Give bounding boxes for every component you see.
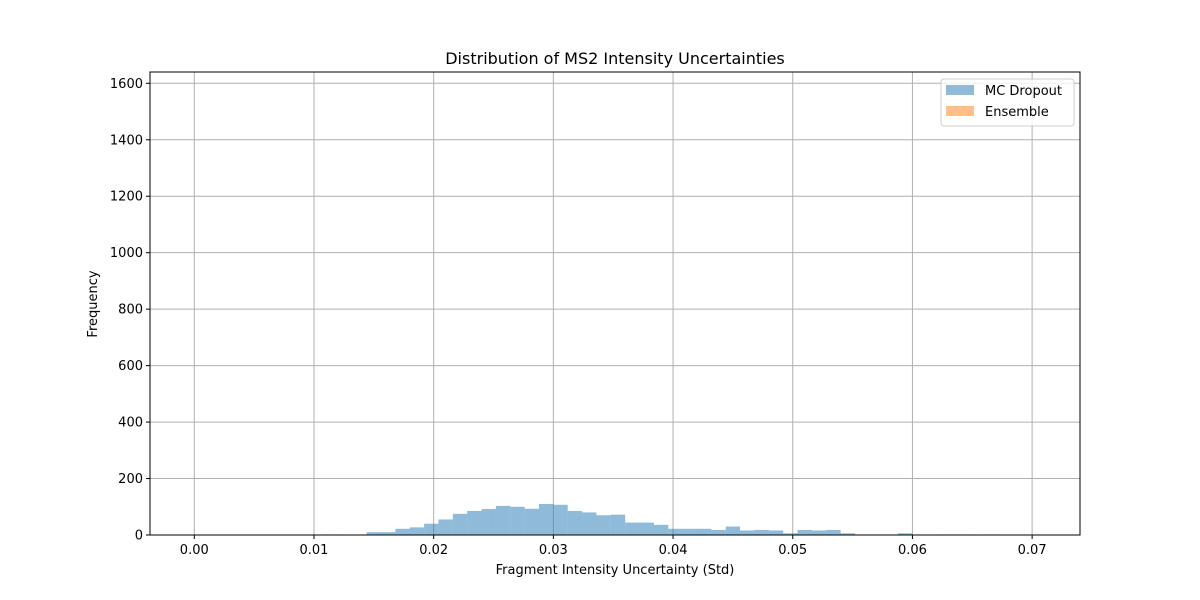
- x-tick-label: 0.01: [300, 543, 329, 558]
- histogram-bar-mc-dropout: [395, 528, 410, 535]
- x-tick-label: 0.07: [1018, 543, 1047, 558]
- histogram-bar-mc-dropout: [898, 533, 913, 535]
- histogram-bar-mc-dropout: [696, 528, 712, 535]
- y-tick-label: 0: [135, 529, 143, 544]
- histogram-bar-mc-dropout: [711, 529, 726, 535]
- histogram-bar-mc-dropout: [840, 533, 855, 535]
- histogram-bar-mc-dropout: [797, 529, 812, 535]
- legend-box: [940, 78, 1075, 127]
- legend-label-ensemble: Ensemble: [985, 105, 1049, 120]
- x-tick-label: 0.04: [659, 543, 688, 558]
- x-axis-ticks: 0.00 0.01 0.02 0.03 0.04 0.05 0.06 0.07: [180, 535, 1047, 558]
- y-tick-label: 1000: [110, 246, 143, 261]
- x-tick-label: 0.03: [539, 543, 568, 558]
- x-tick-label: 0.02: [419, 543, 448, 558]
- plot-frame: [149, 71, 1081, 536]
- histogram-bar-mc-dropout: [582, 512, 597, 535]
- histogram-bar-mc-dropout: [409, 527, 425, 535]
- x-axis-label: Fragment Intensity Uncertainty (Std): [496, 563, 735, 578]
- y-tick-label: 400: [118, 416, 143, 431]
- histogram-bar-mc-dropout: [625, 522, 640, 535]
- histogram-bar-mc-dropout: [438, 519, 453, 535]
- x-tick-label: 0.06: [898, 543, 927, 558]
- x-tick-label: 0.00: [180, 543, 209, 558]
- histogram-bar-mc-dropout: [553, 504, 568, 535]
- histogram-bar-mc-dropout: [495, 505, 511, 535]
- plot-area: [150, 72, 1080, 535]
- y-tick-label: 1600: [110, 77, 143, 92]
- y-tick-label: 1200: [110, 190, 143, 205]
- histogram-bar-mc-dropout: [524, 508, 539, 535]
- y-tick-label: 800: [118, 303, 143, 318]
- histogram-bar-mc-dropout: [768, 530, 784, 535]
- legend-swatch-mc-dropout: [946, 85, 974, 95]
- histogram-bar-mc-dropout: [567, 511, 583, 535]
- histogram-bar-mc-dropout: [725, 526, 741, 535]
- chart-title: Distribution of MS2 Intensity Uncertaint…: [445, 49, 785, 68]
- histogram-bar-mc-dropout: [424, 523, 439, 535]
- series-mc-dropout-bars: [323, 503, 999, 535]
- x-tick-label: 0.05: [778, 543, 807, 558]
- histogram-bar-mc-dropout: [811, 530, 827, 535]
- histogram-bar-mc-dropout: [366, 532, 382, 535]
- y-axis-ticks: 0 200 400 600 800 1000 1200 1400 1600: [110, 77, 150, 544]
- legend-swatch-ensemble: [946, 106, 974, 116]
- histogram-bar-mc-dropout: [826, 529, 841, 535]
- histogram-bar-mc-dropout: [381, 532, 396, 535]
- histogram-bar-mc-dropout: [682, 528, 697, 535]
- histogram-bar-mc-dropout: [668, 528, 683, 535]
- histogram-bar-mc-dropout: [452, 513, 468, 535]
- histogram-bar-mc-dropout: [740, 530, 755, 535]
- histogram-bar-mc-dropout: [783, 533, 798, 535]
- histogram-bar-mc-dropout: [467, 511, 482, 535]
- y-tick-label: 200: [118, 472, 143, 487]
- histogram-bar-mc-dropout: [538, 503, 554, 535]
- y-tick-label: 600: [118, 359, 143, 374]
- histogram-bar-mc-dropout: [639, 522, 654, 535]
- legend-label-mc-dropout: MC Dropout: [985, 84, 1062, 99]
- histogram-bar-mc-dropout: [510, 506, 525, 535]
- histogram-bar-mc-dropout: [596, 515, 611, 535]
- y-axis-label: Frequency: [86, 270, 101, 337]
- histogram-bar-mc-dropout: [653, 524, 669, 535]
- histogram-bar-mc-dropout: [754, 529, 769, 535]
- y-tick-label: 1400: [110, 133, 143, 148]
- legend: MC Dropout Ensemble: [940, 78, 1075, 127]
- histogram-bar-mc-dropout: [481, 509, 496, 535]
- histogram-bar-mc-dropout: [610, 514, 626, 535]
